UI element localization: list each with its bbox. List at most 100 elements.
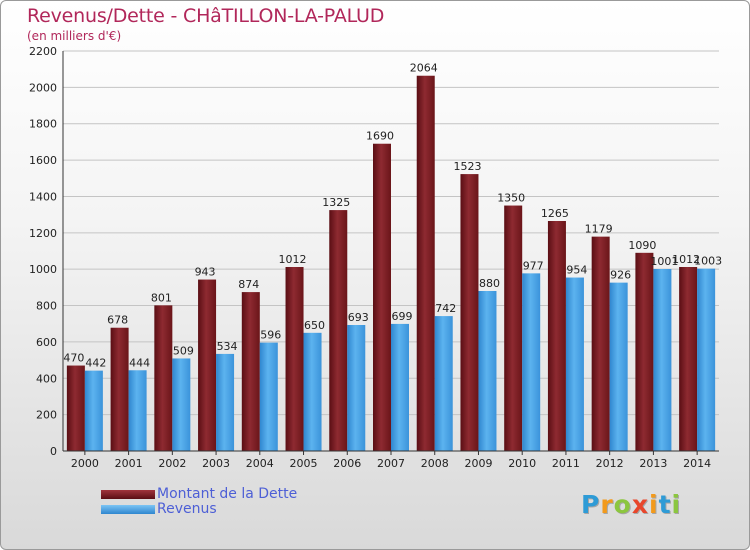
y-tick-label: 1000 — [29, 263, 57, 276]
x-tick-label: 2002 — [158, 457, 186, 470]
x-tick-label: 2001 — [115, 457, 143, 470]
y-tick-label: 1400 — [29, 190, 57, 203]
data-label: 943 — [195, 266, 216, 279]
logo-letter: t — [658, 490, 672, 519]
y-tick-label: 400 — [36, 372, 57, 385]
bar-revenus — [697, 268, 716, 451]
data-label: 1012 — [672, 253, 700, 266]
data-label: 1690 — [366, 130, 394, 143]
chart-subtitle: (en milliers d'€) — [27, 29, 122, 43]
axes: 0 200 400 600 800 1000 1200 1400 1600 1800 2000 220… — [29, 45, 719, 470]
bar-debt — [110, 327, 129, 451]
bar-revenus — [128, 370, 147, 451]
bar-debt — [504, 205, 523, 451]
logo-letter: r — [600, 490, 614, 519]
data-label: 596 — [260, 329, 281, 342]
data-label: 1090 — [628, 239, 656, 252]
bar-debt — [373, 143, 391, 451]
bar-debt — [198, 279, 217, 451]
bar-debt — [679, 267, 698, 451]
data-label: 1001 — [650, 255, 678, 268]
data-label: 699 — [392, 310, 413, 323]
y-tick-label: 1800 — [29, 118, 57, 131]
bar-revenus — [391, 323, 409, 451]
legend-swatch-revenus — [101, 505, 155, 514]
bar-revenus — [565, 277, 584, 451]
data-label: 742 — [435, 302, 456, 315]
bar-debt — [416, 75, 435, 452]
data-label: 2064 — [410, 62, 438, 75]
data-label: 650 — [304, 319, 325, 332]
bar-debt — [635, 252, 654, 451]
bar-debt — [591, 236, 610, 451]
x-tick-label: 2009 — [464, 457, 492, 470]
bar-revenus — [347, 325, 366, 451]
data-label: 880 — [479, 277, 500, 290]
data-label: 693 — [348, 311, 369, 324]
y-tick-label: 0 — [50, 445, 57, 458]
bar-revenus — [216, 353, 235, 451]
x-tick-label: 2010 — [508, 457, 536, 470]
x-tick-label: 2012 — [596, 457, 624, 470]
x-tick-label: 2007 — [377, 457, 405, 470]
bar-revenus — [478, 291, 497, 451]
y-tick-label: 800 — [36, 300, 57, 313]
data-label: 1350 — [497, 192, 525, 205]
bar-revenus — [303, 332, 322, 451]
bar-debt — [154, 305, 173, 451]
data-label: 1003 — [694, 255, 722, 268]
proxiti-logo: Proxiti — [581, 490, 681, 519]
data-labels: 470 442 678 444 801 509 943 534 874 596 1012 650 132… — [63, 62, 722, 370]
legend-label-revenus: Revenus — [157, 501, 217, 517]
y-tick-label: 1200 — [29, 227, 57, 240]
data-label: 977 — [523, 259, 544, 272]
chart-title: Revenus/Dette - CHâTILLON-LA-PALUD — [27, 5, 385, 27]
x-tick-label: 2003 — [202, 457, 230, 470]
x-tick-label: 2000 — [71, 457, 99, 470]
bar-revenus — [653, 269, 672, 451]
data-label: 509 — [173, 344, 194, 357]
bar-debt — [285, 267, 304, 451]
bar-revenus — [259, 342, 278, 451]
data-label: 442 — [85, 357, 106, 370]
data-label: 801 — [151, 291, 172, 304]
bar-debt — [460, 174, 479, 451]
y-tick-label: 600 — [36, 336, 57, 349]
x-tick-label: 2004 — [246, 457, 274, 470]
bar-revenus — [609, 282, 628, 451]
x-tick-label: 2014 — [683, 457, 711, 470]
logo-letter: i — [649, 490, 659, 519]
x-tick-label: 2011 — [552, 457, 580, 470]
bar-debt — [547, 221, 566, 451]
data-label: 954 — [566, 264, 587, 277]
data-label: 926 — [610, 269, 631, 282]
data-label: 874 — [238, 278, 259, 291]
bar-debt — [66, 365, 85, 451]
legend-swatch-debt — [101, 490, 155, 499]
x-tick-label: 2008 — [421, 457, 449, 470]
data-label: 470 — [63, 352, 84, 365]
x-tick-label: 2006 — [333, 457, 361, 470]
bar-revenus — [172, 358, 191, 451]
bar-revenus — [434, 316, 453, 451]
y-tick-label: 2200 — [29, 45, 57, 58]
bar-debt — [241, 292, 260, 451]
logo-letter: o — [613, 490, 632, 519]
data-label: 1179 — [585, 223, 613, 236]
y-tick-label: 1600 — [29, 154, 57, 167]
x-tick-label: 2005 — [290, 457, 318, 470]
data-label: 534 — [217, 340, 238, 353]
data-label: 1523 — [453, 160, 481, 173]
data-label: 1325 — [322, 196, 350, 209]
data-label: 1265 — [541, 207, 569, 220]
logo-letter: i — [671, 490, 682, 519]
bar-revenus — [84, 370, 103, 451]
bar-debt — [329, 210, 348, 451]
logo-letter: x — [631, 490, 649, 519]
y-tick-label: 200 — [36, 409, 57, 422]
data-label: 444 — [129, 356, 150, 369]
bars — [66, 75, 716, 452]
legend-label-debt: Montant de la Dette — [157, 486, 298, 502]
